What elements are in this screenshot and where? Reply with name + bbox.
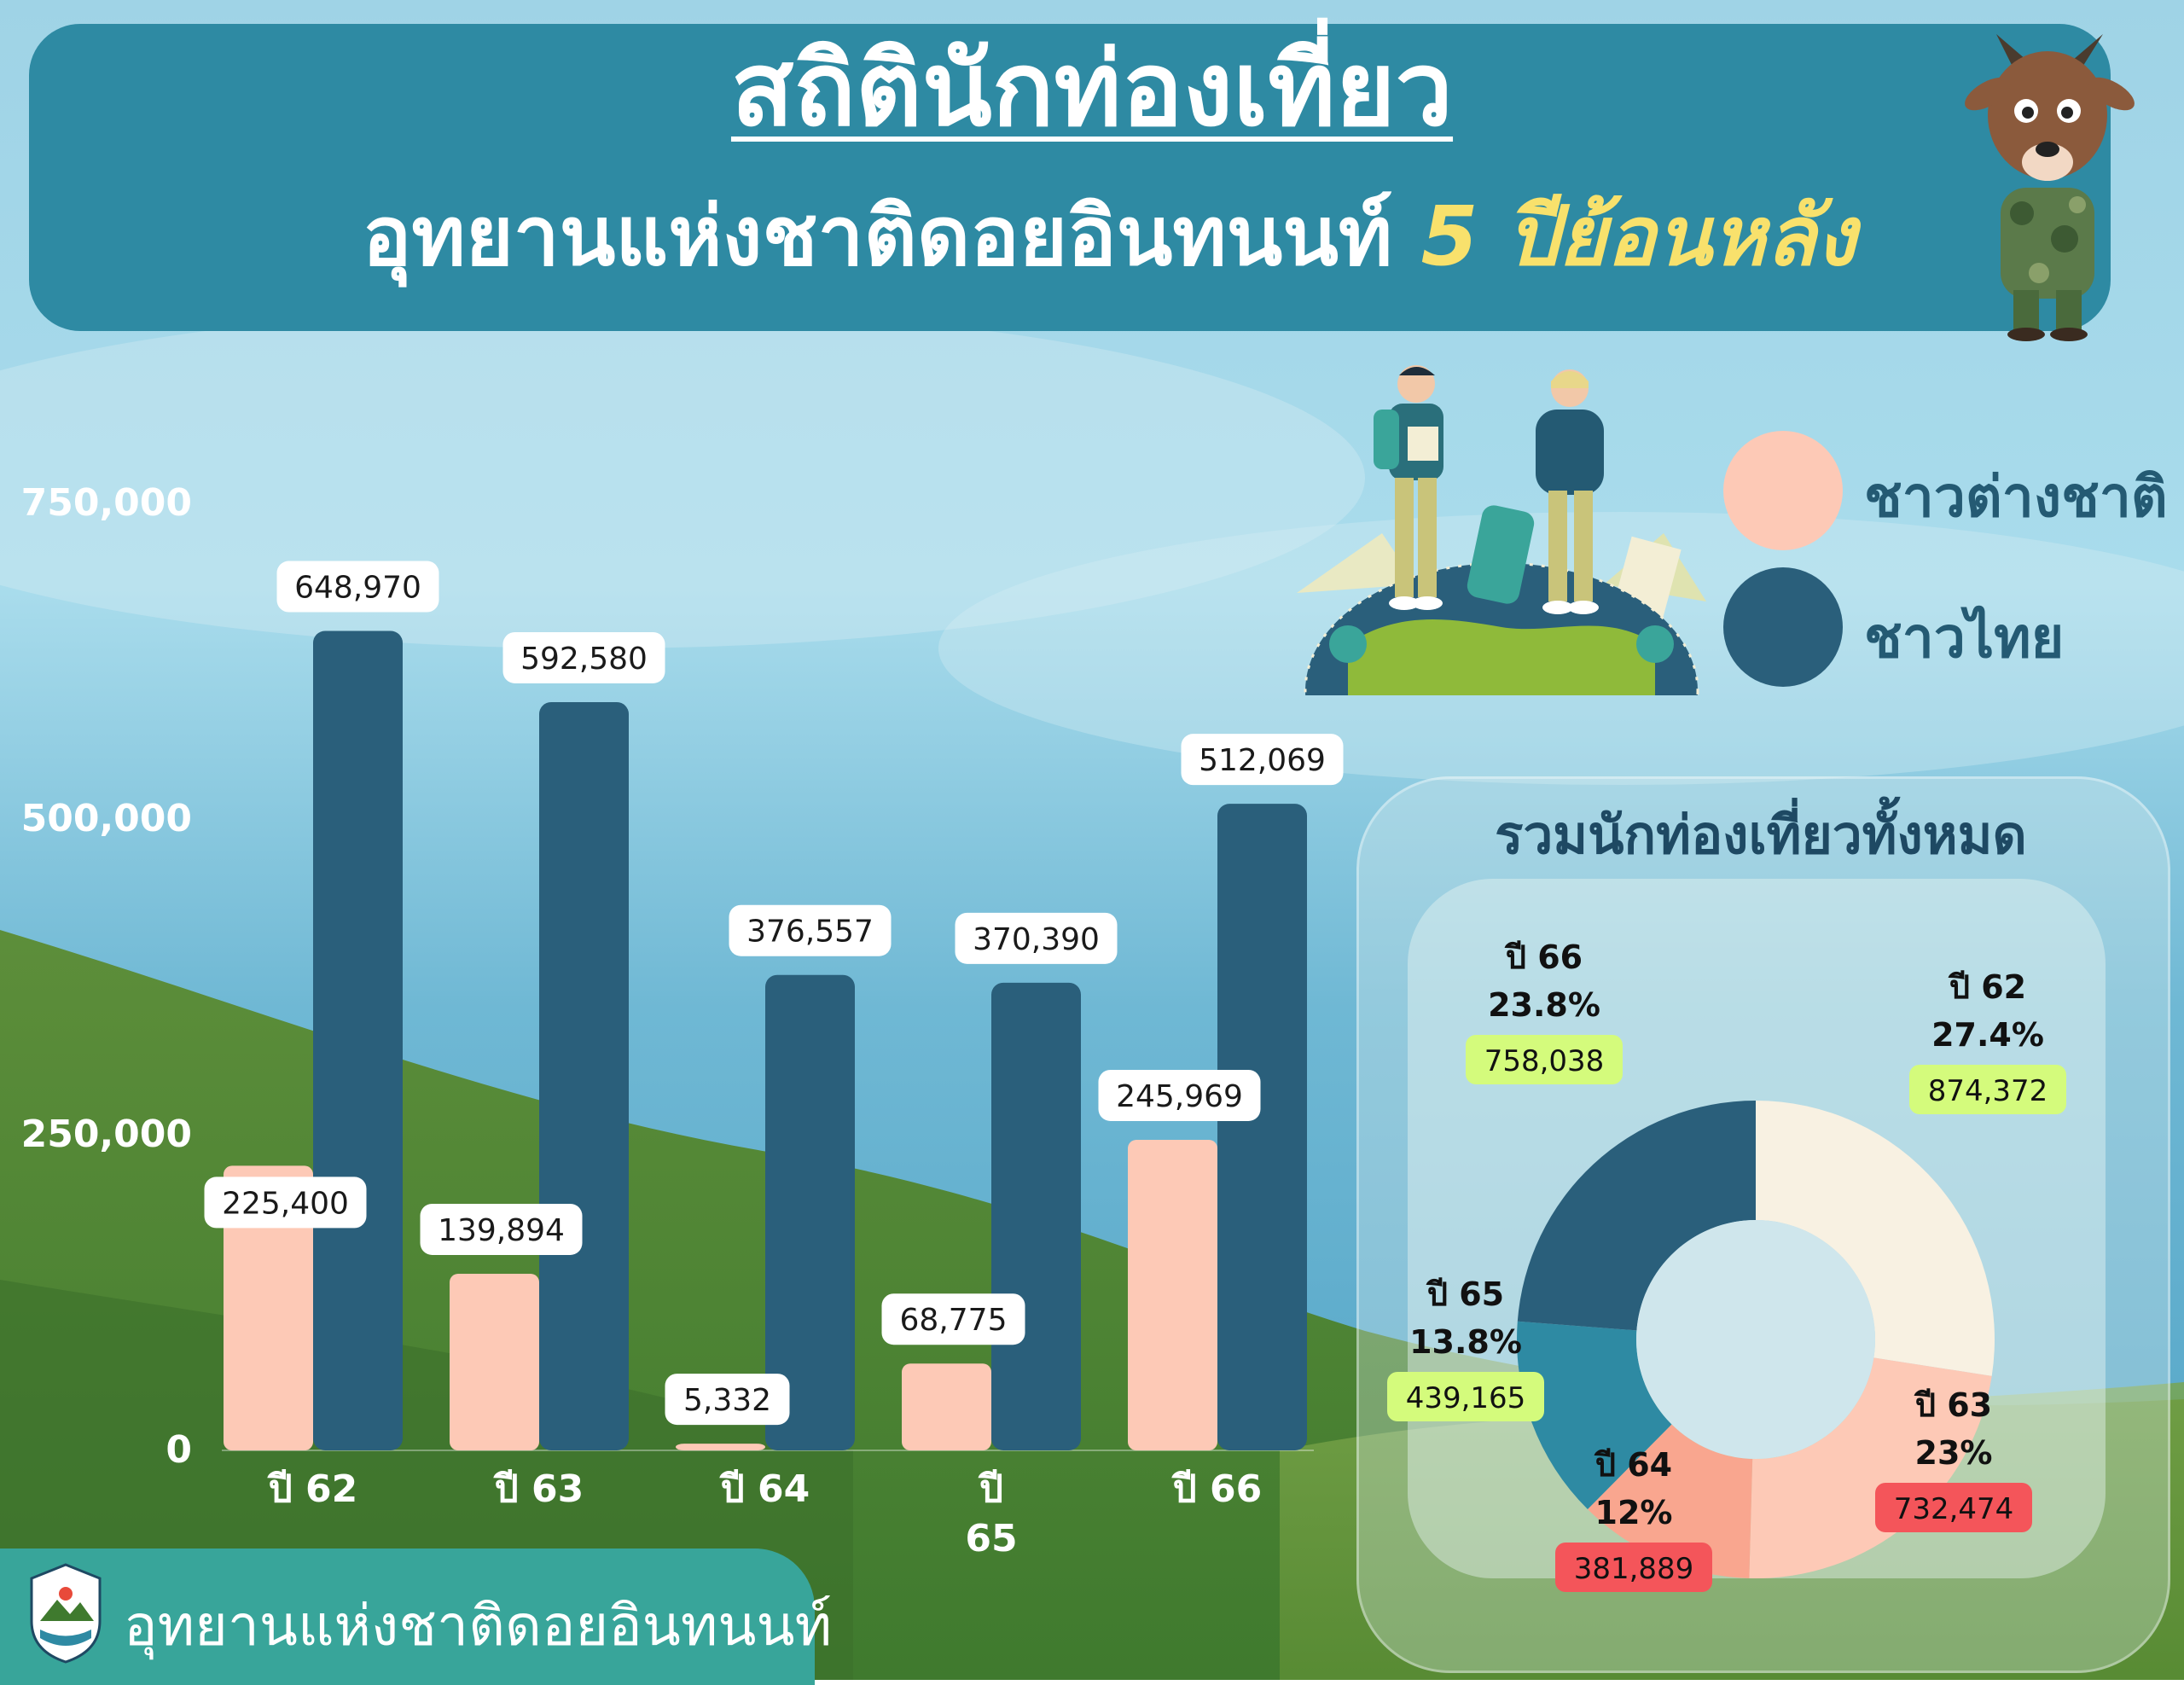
donut-value-label: 381,889 [1574, 1552, 1694, 1586]
data-label-foreign: 245,969 [1116, 1079, 1243, 1114]
y-tick-label: 0 [166, 1428, 192, 1472]
data-label-foreign-bg [1098, 1069, 1261, 1121]
data-label-thai: 648,970 [294, 571, 421, 606]
donut-percent-label: 23.8% [1488, 986, 1600, 1024]
bar-foreign [224, 1165, 313, 1450]
data-label-thai-bg [1181, 734, 1344, 786]
donut-slice [1756, 1101, 1995, 1376]
bar-chart: 0 250,000 500,000 750,000 648,970 225,400 ปี 6… [21, 481, 1344, 1560]
x-category-label: ปี 63 [492, 1467, 584, 1511]
header-banner [29, 24, 2111, 331]
donut-slice [1517, 1321, 1672, 1509]
donut-chart: ปี 62 27.4% 874,372 ปี 63 23% 732,474 ปี 64 12%… [1387, 938, 2066, 1592]
data-label-thai: 592,580 [520, 642, 648, 677]
donut-value-badge [1387, 1372, 1544, 1421]
donut-percent-label: 23% [1915, 1434, 1993, 1472]
x-category-label: ปี 64 [718, 1467, 810, 1511]
donut-slice [1517, 1101, 1756, 1331]
bar-thai [313, 630, 403, 1450]
data-label-foreign: 139,894 [438, 1213, 565, 1248]
donut-percent-label: 27.4% [1931, 1016, 2044, 1054]
x-category-label: ปี 62 [266, 1467, 357, 1511]
legend-thai-swatch [1723, 567, 1843, 687]
data-label-thai: 376,557 [746, 915, 874, 950]
bar-thai [539, 701, 629, 1450]
footer-text: อุทยานแห่งชาติดอยอินทนนท์ [124, 1593, 833, 1659]
travelers-illustration-icon [1297, 365, 1706, 695]
y-tick-label: 250,000 [21, 1113, 192, 1156]
subtitle-highlight: 5 ปีย้อนหลัง [1420, 189, 1856, 284]
data-label-thai-bg [729, 904, 892, 956]
bar-foreign [450, 1273, 539, 1450]
page-subtitle: อุทยานแห่งชาติดอยอินทนนท์ 5 ปีย้อนหลัง [0, 189, 2184, 284]
donut-percent-label: 12% [1595, 1494, 1673, 1531]
data-label-foreign-bg [881, 1293, 1025, 1345]
donut-year-label: ปี 62 [1948, 968, 2026, 1006]
legend-thai-label: ชาวไทย [1864, 605, 2065, 671]
donut-slice [1587, 1424, 1753, 1578]
data-label-thai-bg [955, 912, 1118, 964]
data-label-foreign-bg [420, 1203, 583, 1255]
bar-foreign [676, 1444, 765, 1450]
footer-bar [0, 1548, 815, 1685]
page-title: สถิตินักท่องเที่ยว [730, 31, 1454, 149]
donut-year-label: ปี 66 [1504, 938, 1583, 976]
donut-value-label: 758,038 [1484, 1044, 1605, 1078]
donut-year-label: ปี 65 [1426, 1275, 1504, 1313]
donut-value-badge [1875, 1483, 2032, 1532]
data-label-thai-bg [276, 561, 439, 613]
data-label-foreign: 225,400 [222, 1186, 349, 1221]
data-label-thai: 512,069 [1199, 743, 1326, 778]
bar-thai [1217, 804, 1307, 1450]
park-logo-icon [30, 1563, 102, 1664]
donut-slice [1749, 1357, 1992, 1578]
data-label-thai: 370,390 [973, 922, 1100, 957]
donut-value-badge [1909, 1065, 2066, 1114]
y-tick-label: 750,000 [21, 481, 192, 525]
donut-value-label: 732,474 [1894, 1492, 2014, 1526]
donut-percent-label: 13.8% [1409, 1323, 1522, 1361]
donut-year-label: ปี 63 [1914, 1386, 1992, 1424]
bar-foreign [902, 1363, 991, 1450]
data-label-foreign: 68,775 [900, 1303, 1008, 1338]
bar-foreign [1128, 1139, 1217, 1450]
data-label-thai-bg [502, 631, 665, 683]
data-label-foreign: 5,332 [683, 1383, 771, 1418]
bar-thai [991, 982, 1081, 1450]
data-label-foreign-bg [204, 1177, 367, 1229]
deer-mascot-icon [1965, 34, 2135, 341]
donut-title: รวมนักท่องเที่ยวทั้งหมด [1495, 804, 2027, 866]
donut-value-label: 439,165 [1406, 1381, 1526, 1415]
legend-foreign-swatch [1723, 431, 1843, 550]
x-category-label: ปี 66 [1170, 1467, 1262, 1511]
legend-foreign-label: ชาวต่างชาติ [1864, 464, 2168, 530]
donut-value-badge [1466, 1035, 1623, 1084]
donut-value-label: 874,372 [1928, 1074, 2048, 1108]
donut-year-label: ปี 64 [1594, 1446, 1672, 1484]
x-category-label: ปี 65 [965, 1467, 1017, 1560]
y-tick-label: 500,000 [21, 797, 192, 840]
data-label-foreign-bg [665, 1374, 790, 1426]
donut-value-badge [1555, 1543, 1712, 1592]
bar-thai [765, 974, 855, 1450]
subtitle-main: อุทยานแห่งชาติดอยอินทนนท์ [362, 189, 1393, 284]
donut-hole [1636, 1220, 1875, 1459]
